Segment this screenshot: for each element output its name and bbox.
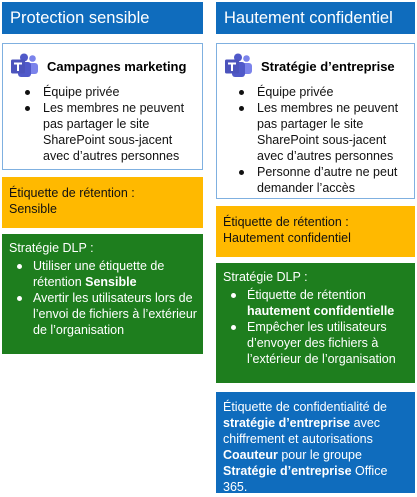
list-item: Équipe privée — [225, 84, 408, 100]
list-item: Empêcher les utilisateurs d’envoyer des … — [223, 319, 409, 367]
column-highly-confidential: Hautement confidentiel Stratégie d’entre… — [216, 2, 415, 494]
sensitivity-bold: stratégie d’entreprise — [223, 416, 351, 430]
column-header: Protection sensible — [2, 2, 203, 34]
dlp-item-bold: hautement confidentielle — [247, 304, 395, 318]
team-heading: Stratégie d’entreprise — [225, 52, 408, 80]
team-card: Campagnes marketing Équipe privée Les me… — [2, 43, 203, 170]
column-header: Hautement confidentiel — [216, 2, 415, 34]
retention-label-title: Étiquette de rétention : — [223, 215, 349, 229]
retention-label-value: Hautement confidentiel — [223, 231, 351, 245]
sensitivity-label-box: Étiquette de confidentialité de stratégi… — [216, 392, 415, 494]
dlp-policy-title: Stratégie DLP : — [223, 270, 308, 284]
list-item: Les membres ne peuvent pas partager le s… — [11, 100, 196, 164]
dlp-policy-box: Stratégie DLP : Étiquette de rétention h… — [216, 263, 415, 383]
list-item: Étiquette de rétention hautement confide… — [223, 287, 409, 319]
column-sensitive: Protection sensible Campagnes marketing … — [2, 2, 203, 354]
dlp-policy-list: Étiquette de rétention hautement confide… — [223, 287, 409, 367]
sensitivity-bold: Coauteur — [223, 448, 278, 462]
dlp-item-text: Empêcher les utilisateurs d’envoyer des … — [247, 320, 396, 366]
microsoft-teams-icon — [11, 53, 38, 77]
team-card: Stratégie d’entreprise Équipe privée Les… — [216, 43, 415, 199]
microsoft-teams-icon — [225, 53, 252, 77]
sensitivity-text: avec chiffrement et autorisations — [223, 416, 381, 446]
retention-label-title: Étiquette de rétention : — [9, 186, 135, 200]
team-settings-list: Équipe privée Les membres ne peuvent pas… — [225, 84, 408, 196]
team-name: Stratégie d’entreprise — [261, 58, 395, 74]
team-name: Campagnes marketing — [47, 58, 187, 74]
list-item: Utiliser une étiquette de rétention Sens… — [9, 258, 197, 290]
team-heading: Campagnes marketing — [11, 52, 196, 80]
sensitivity-text: Office 365. — [223, 464, 388, 494]
dlp-policy-title: Stratégie DLP : — [9, 241, 94, 255]
dlp-item-text: Étiquette de rétention — [247, 288, 366, 302]
dlp-item-text: Utiliser une étiquette de rétention — [33, 259, 165, 289]
retention-label-box: Étiquette de rétention : Sensible — [2, 177, 203, 228]
list-item: Personne d’autre ne peut demander l’accè… — [225, 164, 408, 196]
retention-label-box: Étiquette de rétention : Hautement confi… — [216, 206, 415, 257]
sensitivity-text: Étiquette de confidentialité de — [223, 400, 388, 414]
dlp-item-bold: Sensible — [85, 275, 137, 289]
list-item: Les membres ne peuvent pas partager le s… — [225, 100, 408, 164]
dlp-item-text: Avertir les utilisateurs lors de l’envoi… — [33, 291, 197, 337]
retention-label-value: Sensible — [9, 202, 57, 216]
sensitivity-text: pour le groupe — [277, 448, 362, 462]
list-item: Avertir les utilisateurs lors de l’envoi… — [9, 290, 197, 338]
dlp-policy-list: Utiliser une étiquette de rétention Sens… — [9, 258, 197, 338]
sensitivity-bold: Stratégie d’entreprise — [223, 464, 352, 478]
dlp-policy-box: Stratégie DLP : Utiliser une étiquette d… — [2, 234, 203, 354]
list-item: Équipe privée — [11, 84, 196, 100]
team-settings-list: Équipe privée Les membres ne peuvent pas… — [11, 84, 196, 164]
